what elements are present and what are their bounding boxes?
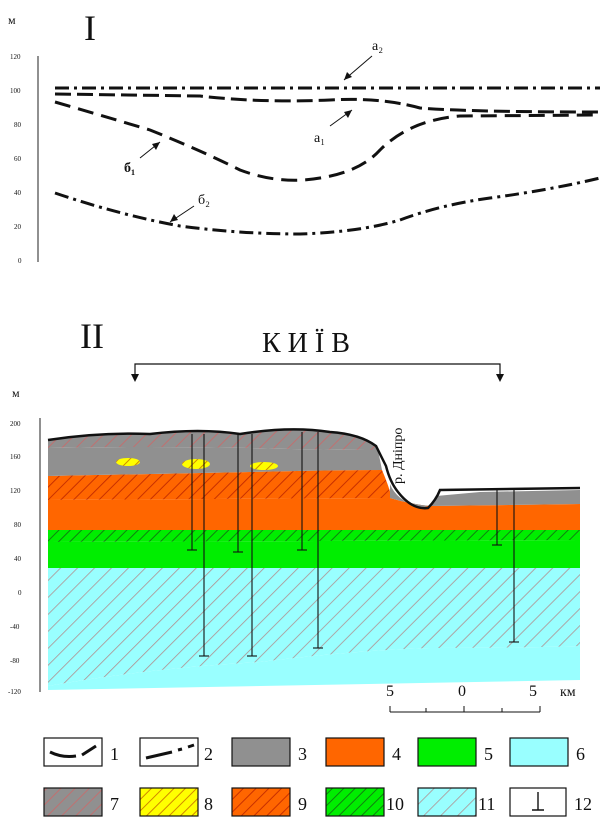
curve-label-a2: a₂: [372, 39, 383, 54]
dash-line-icon: [49, 744, 97, 758]
legend-num: 1: [110, 744, 119, 764]
lens-8: [116, 458, 140, 466]
legend-num: 6: [576, 744, 585, 764]
legend-item-7: 7: [43, 787, 119, 817]
tick-label: 40: [14, 189, 22, 197]
legend-num: 7: [110, 794, 119, 814]
tick-label: 20: [14, 223, 22, 231]
arrowhead-icon: [131, 374, 139, 382]
tick-label: 60: [14, 155, 22, 163]
city-label: К И Ї В: [262, 328, 350, 359]
legend-item-2: 2: [139, 737, 213, 767]
curve-a1: [54, 92, 601, 114]
tick-label: -80: [10, 657, 20, 665]
layer-11-hatched-cyan: [48, 568, 580, 686]
tick-label: 0: [18, 589, 22, 597]
borehole-icon: [532, 792, 544, 811]
tick-label: 80: [14, 121, 22, 129]
layer-3-gray: [48, 447, 382, 476]
legend-item-8: 8: [139, 787, 213, 817]
lens-8: [182, 459, 210, 469]
y-unit-top: м: [8, 13, 16, 27]
legend-num: 10: [386, 794, 404, 814]
curve-label-a1: a₁: [314, 131, 325, 146]
legend-num: 3: [298, 744, 307, 764]
tick-label: -120: [8, 688, 21, 696]
layer-9-hatched-orange: [48, 470, 392, 500]
legend-item-6: 6: [509, 737, 585, 767]
legend-item-4: 4: [325, 737, 401, 767]
arrowhead-icon: [152, 142, 160, 150]
tick-label: -40: [10, 623, 20, 631]
legend: 1 2 3 4 5 6 7 8: [43, 737, 592, 817]
curve-label-b2: б₂: [198, 193, 210, 208]
tick-label: 100: [10, 87, 21, 95]
river-label: р. Дніпро: [391, 428, 406, 484]
legend-item-9: 9: [231, 787, 307, 817]
layer-6-cyan: [48, 646, 580, 690]
tick-label: 160: [10, 453, 21, 461]
scale-tick-label: 5: [386, 683, 394, 700]
curve-b1: [54, 100, 601, 182]
tick-label: 120: [10, 487, 21, 495]
curve-b2: [54, 176, 601, 236]
layer-3-gray-river: [390, 484, 580, 508]
scale-bar: 5 0 5 км: [386, 683, 576, 713]
y-unit-bottom: м: [12, 386, 20, 400]
legend-num: 9: [298, 794, 307, 814]
legend-num: 5: [484, 744, 493, 764]
layer-5-green: [48, 540, 580, 568]
boreholes: [187, 432, 519, 657]
dashdot-line-icon: [145, 743, 195, 760]
legend-item-1: 1: [43, 737, 119, 767]
legend-num: 2: [204, 744, 213, 764]
legend-num: 8: [204, 794, 213, 814]
tick-label: 40: [14, 555, 22, 563]
tick-label: 0: [18, 257, 22, 265]
legend-num: 12: [574, 794, 592, 814]
tick-label: 120: [10, 53, 21, 61]
panel-bottom: II К И Ї В м 200 160 120 80 40 0 -40 -80…: [8, 316, 581, 713]
layer-10-hatched-green: [48, 530, 580, 542]
arrowhead-icon: [496, 374, 504, 382]
arrowhead-icon: [344, 72, 352, 80]
scale-tick-label: 0: [458, 683, 466, 700]
lens-8: [250, 462, 278, 470]
panel-bottom-label: II: [80, 316, 104, 356]
legend-num: 11: [478, 794, 495, 814]
scale-tick-label: 5: [529, 683, 537, 700]
legend-item-3: 3: [231, 737, 307, 767]
tick-label: 200: [10, 420, 21, 428]
y-ticks-bottom: 200 160 120 80 40 0 -40 -80 -120: [8, 420, 22, 696]
curve-label-b1: б₁: [124, 161, 135, 176]
arrowhead-icon: [344, 110, 352, 118]
scale-unit: км: [560, 685, 576, 700]
legend-item-10: 10: [325, 787, 404, 817]
layer-4-orange: [48, 498, 580, 530]
y-ticks-top: 120 100 80 60 40 20 0: [10, 53, 22, 265]
legend-num: 4: [392, 744, 401, 764]
ground-surface: [47, 428, 581, 510]
panel-top: I м 120 100 80 60 40 20 0 a₂ a₁ б₁ б₂: [8, 8, 601, 265]
city-bracket: [134, 363, 501, 380]
legend-item-12: 12: [509, 787, 592, 817]
panel-top-label: I: [84, 8, 96, 48]
legend-item-5: 5: [417, 737, 493, 767]
arrowhead-icon: [170, 214, 178, 222]
tick-label: 80: [14, 521, 22, 529]
legend-item-11: 11: [417, 787, 495, 817]
